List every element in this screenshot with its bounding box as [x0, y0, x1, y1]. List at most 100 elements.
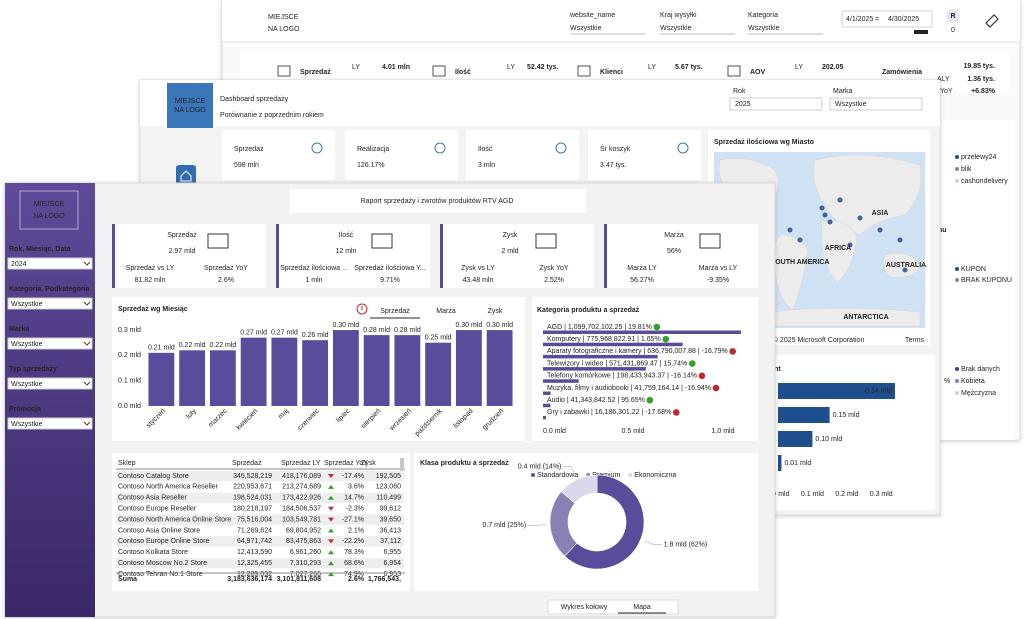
kpi-sub-value: 56.27%: [630, 277, 654, 284]
kpi-label: Realizacja: [357, 146, 389, 153]
trend-up: [328, 572, 334, 577]
filter-value[interactable]: 2024: [11, 261, 27, 268]
tab[interactable]: Wykres kołowy: [561, 604, 608, 611]
x-tick-label: 0.0 mld: [543, 428, 566, 435]
kpi-sub-label: Zysk YoY: [539, 265, 569, 272]
date-to: 4/30/2025: [888, 16, 919, 23]
data-label: 0.22 mld: [209, 342, 236, 349]
bar: [363, 335, 390, 406]
filter-value[interactable]: Wszystkie: [11, 341, 43, 348]
table-cell: 39,650: [380, 516, 402, 523]
trend-up: [328, 550, 334, 555]
data-label: Aparaty fotograficzne i kamery | 636,790…: [547, 348, 728, 355]
filter-label: Kraj wysyłki: [660, 12, 697, 19]
filter-label: Kategoria, Podkategoria: [9, 286, 90, 293]
warning-icon[interactable]: [356, 303, 368, 315]
data-label: Komputery | 775,968,822.91 | 1.65%: [547, 336, 661, 343]
data-label: Telefony komórkowe | 198,433,943.37 | -1…: [547, 373, 697, 380]
bar: [543, 391, 551, 395]
filter-value[interactable]: Wszystkie: [11, 381, 43, 388]
data-label: 0.27 mld: [240, 330, 267, 337]
map-label: ANTARCTICA: [843, 314, 888, 321]
kpi-ly: 5.67 tys.: [675, 64, 703, 71]
eraser-icon[interactable]: [985, 14, 999, 28]
tab[interactable]: Mapa: [633, 604, 651, 611]
filter-value[interactable]: Wszystkie: [11, 421, 43, 428]
kpi-title: Ilość: [339, 232, 354, 239]
map-point: [787, 227, 793, 233]
axis-label: %: [944, 378, 950, 385]
filter-value[interactable]: Wszystkie: [748, 25, 780, 32]
table-cell: 71,269,624: [237, 527, 272, 534]
home-icon[interactable]: [176, 165, 196, 185]
table-cell: 12,289,032: [237, 571, 272, 578]
slicer-box[interactable]: [729, 97, 823, 111]
table-cell: 75,516,004: [237, 516, 272, 523]
filter-label: Rok, Miesiąc, Data: [9, 246, 71, 253]
kpi-sub-value: 81.82 mln: [135, 277, 166, 284]
filter-box[interactable]: [7, 337, 93, 350]
map-terms[interactable]: Terms: [905, 337, 925, 344]
legend-dot: [955, 155, 959, 159]
y-tick-label: 0.2 mld: [118, 352, 141, 359]
logo-text: MIEJSCE: [34, 201, 65, 208]
filter-value[interactable]: Wszystkie: [660, 25, 692, 32]
kpi-sub-value: 9.71%: [380, 277, 400, 284]
bar: [209, 350, 236, 406]
table-cell: 3.6%: [348, 484, 364, 491]
map-point: [902, 267, 908, 273]
bar: [394, 335, 421, 406]
map-point: [847, 242, 853, 248]
trend-down: [328, 506, 334, 511]
map-attribution: © 2025 TomTom, © 2025 Microsoft Corporat…: [718, 336, 864, 344]
table-cell: Contoso Europe Online Store: [118, 538, 210, 545]
legend-dot: [955, 179, 959, 183]
data-label: 0.27 mld: [271, 330, 298, 337]
kpi-icon: [677, 142, 689, 154]
filter-value[interactable]: Wszystkie: [570, 25, 602, 32]
slicer-box[interactable]: [829, 97, 923, 111]
kpi-accent: [276, 224, 279, 288]
kpi-value: 3 mln: [478, 162, 495, 169]
kpi-sub-value: 43.48 mln: [463, 277, 494, 284]
panel-title: nu: [938, 227, 947, 234]
bar: [543, 354, 658, 359]
dropdown-arrow: [83, 341, 91, 346]
filter-box[interactable]: [7, 417, 93, 430]
kpi-sub-label: Sprzedaż ilościowa Y...: [354, 265, 425, 272]
column-header: Sprzedaż: [232, 460, 262, 467]
filter-box[interactable]: [7, 297, 93, 310]
legend-label: KUPON: [961, 266, 986, 273]
trend-up: [328, 528, 334, 533]
kpi-icon: [727, 65, 741, 77]
kpi-ly: 1.36 tys.: [967, 76, 995, 83]
filter-box[interactable]: [7, 377, 93, 390]
tab[interactable]: Zysk: [488, 308, 503, 315]
table-cell: 123,060: [376, 484, 401, 491]
legend-dot: [955, 278, 959, 282]
data-label: 0.26 mld: [302, 332, 329, 339]
map-point: [877, 227, 883, 233]
button-circle[interactable]: [946, 9, 960, 23]
legend-label: Standardowa: [537, 472, 578, 479]
kpi-title: Marża: [664, 232, 684, 239]
slicer-value[interactable]: Wszystkie: [835, 101, 867, 108]
tab[interactable]: Sprzedaż: [380, 308, 410, 315]
logo-text: NA LOGO: [174, 107, 206, 114]
table-cell: 184,506,537: [282, 506, 321, 513]
filter-value[interactable]: Wszystkie: [11, 301, 43, 308]
kpi-accent: [440, 224, 443, 288]
tab[interactable]: Marża: [436, 308, 456, 315]
filter-label: Promocja: [9, 406, 41, 413]
data-label: AGD | 1,099,702,102.25 | 19.81%: [547, 324, 652, 331]
legend-label: cashondelivery: [961, 178, 1008, 185]
slicer-value[interactable]: 2025: [735, 101, 751, 108]
kpi-card: [222, 130, 335, 180]
map-point: [827, 219, 833, 225]
dropdown-arrow: [83, 301, 91, 306]
filter-box[interactable]: [7, 257, 93, 270]
button-label[interactable]: R: [950, 13, 955, 20]
kpi-value: 126.17%: [357, 162, 385, 169]
table-cell: 103,549,781: [282, 516, 321, 523]
row-band: [116, 470, 404, 482]
